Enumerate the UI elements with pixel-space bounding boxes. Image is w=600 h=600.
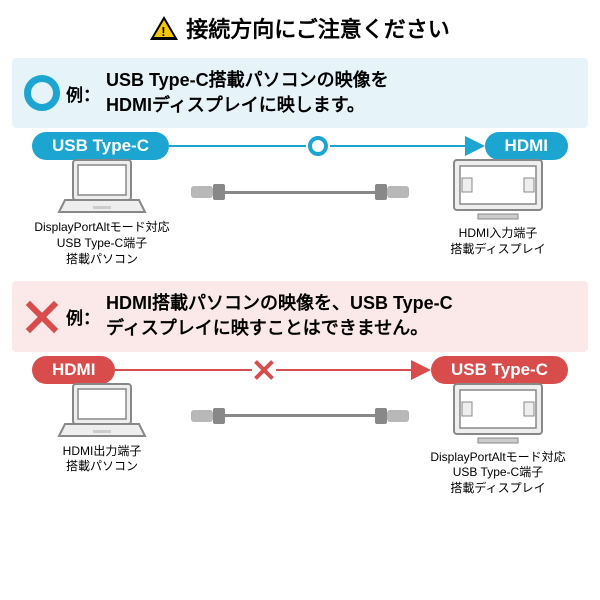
good-label: 例：: [66, 81, 100, 106]
arrow-head-icon: [411, 360, 431, 380]
good-source-caption: DisplayPortAltモード対応 USB Type-C端子 搭載パソコン: [34, 220, 169, 267]
good-source-device: DisplayPortAltモード対応 USB Type-C端子 搭載パソコン: [22, 156, 182, 267]
bad-flow-line: [115, 360, 431, 380]
good-flow-line: [169, 136, 485, 156]
ok-circle-icon: [24, 75, 60, 111]
monitor-icon: [448, 380, 548, 446]
flow-ng-icon: [254, 360, 274, 380]
good-dest-caption: HDMI入力端子 搭載ディスプレイ: [450, 226, 545, 257]
flow-ok-icon: [308, 136, 328, 156]
bad-device-row: HDMI出力端子 搭載パソコン DisplayPortAltモード対応 USB …: [12, 380, 588, 497]
arrow-head-icon: [465, 136, 485, 156]
bad-dest-caption: DisplayPortAltモード対応 USB Type-C端子 搭載ディスプレ…: [430, 450, 565, 497]
cable-icon: [191, 408, 409, 424]
laptop-icon: [57, 380, 147, 440]
monitor-icon: [448, 156, 548, 222]
ng-x-icon: [24, 298, 60, 334]
good-example-row: 例： USB Type-C搭載パソコンの映像を HDMIディスプレイに映します。: [12, 58, 588, 128]
warning-icon: !: [150, 16, 178, 40]
header-title: 接続方向にご注意ください: [186, 12, 450, 44]
bad-example-row: 例： HDMI搭載パソコンの映像を、USB Type-C ディスプレイに映すこと…: [12, 281, 588, 351]
bad-source-device: HDMI出力端子 搭載パソコン: [22, 380, 182, 475]
laptop-icon: [57, 156, 147, 216]
warning-header: ! 接続方向にご注意ください: [0, 0, 600, 52]
section-bad: 例： HDMI搭載パソコンの映像を、USB Type-C ディスプレイに映すこと…: [12, 281, 588, 496]
bad-text: HDMI搭載パソコンの映像を、USB Type-C ディスプレイに映すことはでき…: [106, 291, 453, 341]
good-device-row: DisplayPortAltモード対応 USB Type-C端子 搭載パソコン …: [12, 156, 588, 267]
bad-label: 例：: [66, 304, 100, 329]
section-good: 例： USB Type-C搭載パソコンの映像を HDMIディスプレイに映します。…: [12, 58, 588, 267]
bad-dest-device: DisplayPortAltモード対応 USB Type-C端子 搭載ディスプレ…: [418, 380, 578, 497]
bad-source-caption: HDMI出力端子 搭載パソコン: [63, 444, 142, 475]
good-text: USB Type-C搭載パソコンの映像を HDMIディスプレイに映します。: [106, 68, 389, 118]
good-dest-device: HDMI入力端子 搭載ディスプレイ: [418, 156, 578, 257]
cable-icon: [191, 184, 409, 200]
